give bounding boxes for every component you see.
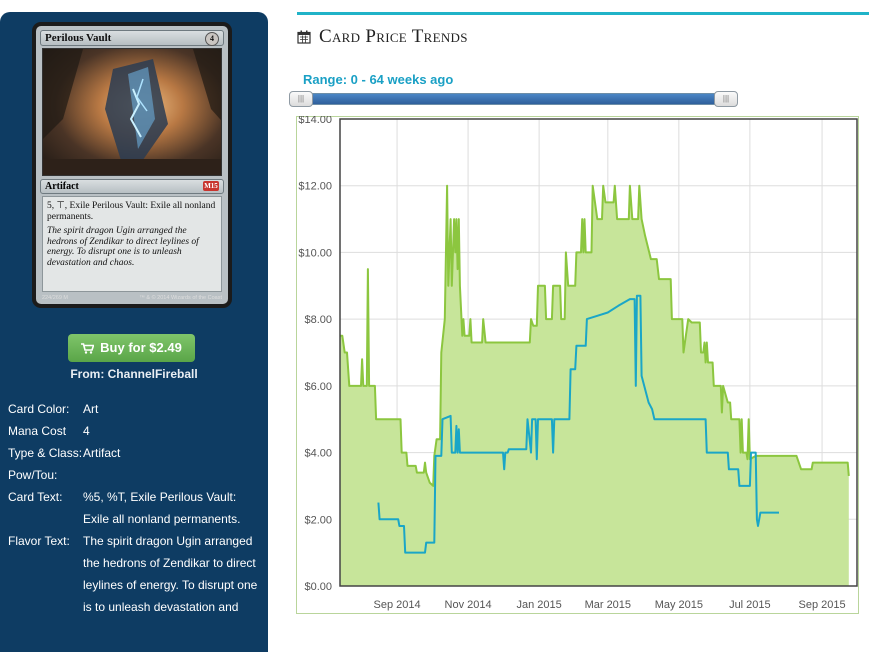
card-copyright: ™ & © 2014 Wizards of the Coast	[139, 295, 222, 301]
x-tick-label: May 2015	[655, 599, 703, 611]
card-info-panel: Perilous Vault 4 Artifact M15 5	[0, 12, 268, 652]
x-tick-label: Sep 2015	[799, 599, 846, 611]
card-art	[42, 48, 222, 176]
detail-row: Card Color: Art	[8, 398, 264, 420]
detail-value: Art	[83, 402, 99, 416]
seller-label: From: ChannelFireball	[70, 367, 198, 381]
card-text-box: 5, ⊤, Exile Perilous Vault: Exile all no…	[42, 196, 222, 292]
x-tick-label: Mar 2015	[585, 599, 631, 611]
detail-label: Type & Class:	[8, 446, 83, 460]
page-title: Card Price Trends	[319, 26, 468, 47]
y-tick-label: $0.00	[304, 581, 332, 593]
x-tick-label: Jul 2015	[729, 599, 771, 611]
buy-button[interactable]: Buy for $2.49	[68, 334, 195, 362]
card-type: Artifact	[45, 181, 79, 192]
collector-number: 224/269 M	[42, 295, 68, 301]
detail-label: Flavor Text:	[8, 534, 70, 548]
detail-label: Card Text:	[8, 490, 63, 504]
y-tick-label: $12.00	[298, 181, 332, 193]
accent-bar	[297, 12, 869, 15]
detail-value: 4	[83, 424, 90, 438]
cart-icon	[81, 343, 95, 354]
detail-row: Pow/Tou:	[8, 464, 264, 486]
detail-row: Card Text: %5, %T, Exile Perilous Vault:…	[8, 486, 264, 530]
card-details: Card Color: Art Mana Cost 4 Type & Class…	[8, 398, 264, 618]
set-symbol-icon: M15	[203, 181, 219, 191]
y-tick-label: $14.00	[298, 116, 332, 126]
y-tick-label: $8.00	[304, 314, 332, 326]
detail-label: Mana Cost	[8, 424, 67, 438]
range-label: Range: 0 - 64 weeks ago	[303, 72, 454, 87]
card-type-line: Artifact M15	[40, 179, 224, 194]
range-slider-start-handle[interactable]: |||	[289, 91, 313, 107]
series-0-area	[340, 185, 849, 586]
plot-border	[339, 118, 858, 587]
price-chart: $0.00 $2.00 $4.00 $6.00 $8.00 $10.00 $12.00 $14…	[296, 116, 859, 614]
y-tick-label: $6.00	[304, 381, 332, 393]
x-tick-label: Sep 2014	[374, 599, 421, 611]
card-frame: Perilous Vault 4 Artifact M15 5	[36, 26, 228, 304]
x-tick-label: Jan 2015	[516, 599, 561, 611]
section-header: Card Price Trends	[297, 26, 468, 48]
detail-label: Pow/Tou:	[8, 468, 58, 482]
detail-row: Type & Class: Artifact	[8, 442, 264, 464]
detail-value: Artifact	[83, 446, 121, 460]
card-title-bar: Perilous Vault 4	[40, 30, 224, 46]
detail-value: The spirit dragon Ugin arranged the hedr…	[83, 534, 258, 614]
series-1-line	[377, 294, 779, 554]
vault-artwork-icon	[43, 49, 221, 175]
detail-value	[83, 464, 264, 486]
series-0-line	[340, 184, 850, 487]
y-tick-label: $2.00	[304, 514, 332, 526]
x-tick-label: Nov 2014	[445, 599, 492, 611]
mana-symbol-icon: 4	[205, 32, 219, 46]
card-name: Perilous Vault	[45, 32, 112, 44]
card-footer: 224/269 M ™ & © 2014 Wizards of the Coas…	[42, 292, 222, 304]
buy-button-label: Buy for $2.49	[100, 340, 182, 355]
y-tick-label: $10.00	[298, 247, 332, 259]
detail-row: Mana Cost 4	[8, 420, 264, 442]
detail-value: %5, %T, Exile Perilous Vault: Exile all …	[83, 490, 241, 526]
range-slider-selection	[302, 94, 724, 104]
range-slider-end-handle[interactable]: |||	[714, 91, 738, 107]
card-flavor-text: The spirit dragon Ugin arranged the hedr…	[47, 226, 199, 268]
calendar-icon	[297, 30, 311, 44]
y-tick-label: $4.00	[304, 448, 332, 460]
detail-row: Flavor Text: The spirit dragon Ugin arra…	[8, 530, 264, 618]
detail-label: Card Color:	[8, 402, 70, 416]
card-rules-text: 5, ⊤, Exile Perilous Vault: Exile all no…	[47, 201, 216, 222]
card-image: Perilous Vault 4 Artifact M15 5	[32, 22, 232, 308]
